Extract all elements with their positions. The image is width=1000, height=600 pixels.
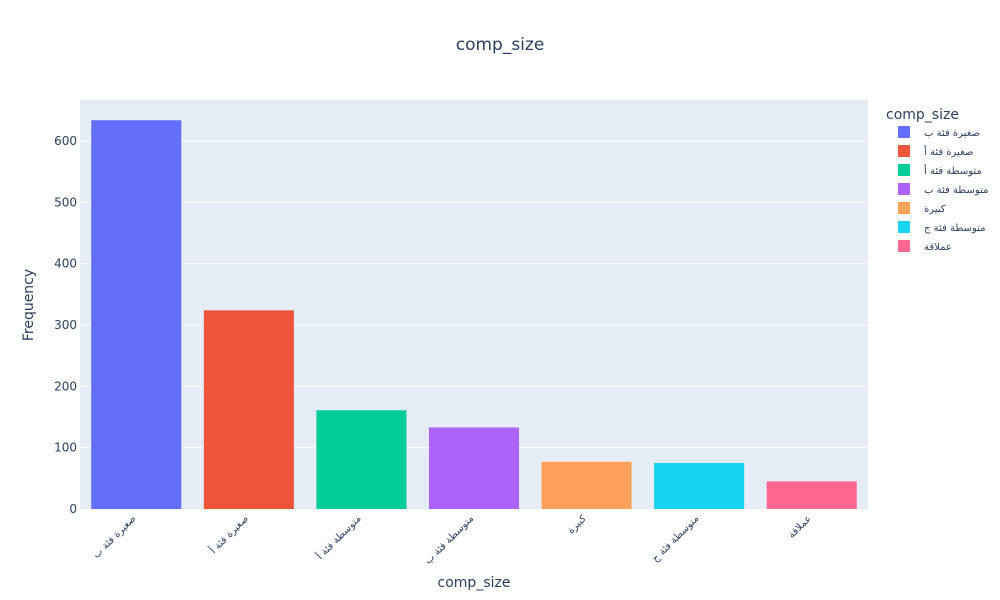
legend-label: كبيرة bbox=[924, 204, 946, 215]
x-axis-ticks: صغيرة فئة ب صغيرة فئة أ متوسطة فئة أ متوسطة… bbox=[91, 512, 814, 567]
legend-swatch bbox=[898, 126, 910, 138]
x-tick-label: كبيرة bbox=[566, 513, 589, 536]
x-tick-label: صغيرة فئة أ bbox=[207, 512, 251, 556]
legend-label: صغيرة فئة أ bbox=[924, 145, 973, 158]
legend-title: comp_size bbox=[886, 107, 959, 123]
y-tick-label: 400 bbox=[54, 257, 77, 271]
legend-label: متوسطة فئة أ bbox=[924, 164, 982, 177]
x-tick-label: عملاقة bbox=[786, 513, 813, 540]
legend-item[interactable]: كبيرة bbox=[898, 202, 946, 215]
x-tick-label: متوسطة فئة ج bbox=[650, 513, 701, 564]
legend-swatch bbox=[898, 221, 910, 233]
legend-item[interactable]: صغيرة فئة أ bbox=[898, 145, 973, 158]
y-tick-label: 600 bbox=[54, 134, 77, 148]
bar[interactable] bbox=[654, 463, 745, 509]
bar[interactable] bbox=[428, 427, 520, 509]
legend-swatch bbox=[898, 183, 910, 195]
bar[interactable] bbox=[541, 461, 632, 509]
legend-item[interactable]: متوسطة فئة ب bbox=[898, 183, 988, 196]
bar[interactable] bbox=[766, 481, 857, 509]
legend-label: متوسطة فئة ب bbox=[924, 185, 988, 196]
legend-item[interactable]: عملاقة bbox=[898, 240, 952, 253]
y-tick-label: 100 bbox=[54, 441, 77, 455]
legend-label: متوسطة فئة ج bbox=[924, 223, 985, 234]
bar[interactable] bbox=[316, 410, 407, 509]
legend-swatch bbox=[898, 145, 910, 157]
bar[interactable] bbox=[203, 310, 294, 509]
legend-swatch bbox=[898, 240, 910, 252]
y-tick-label: 500 bbox=[54, 195, 77, 209]
legend-item[interactable]: متوسطة فئة ج bbox=[898, 221, 985, 234]
bar[interactable] bbox=[91, 120, 182, 509]
legend-items: صغيرة فئة ب صغيرة فئة أ متوسطة فئة أ متوسطة… bbox=[898, 126, 988, 253]
y-tick-label: 300 bbox=[54, 318, 77, 332]
chart-title: comp_size bbox=[456, 35, 545, 55]
y-axis-title: Frequency bbox=[21, 269, 37, 341]
x-tick-label: متوسطة فئة ب bbox=[423, 513, 476, 566]
legend-label: صغيرة فئة ب bbox=[924, 128, 980, 139]
x-axis-title: comp_size bbox=[438, 575, 511, 591]
y-axis-ticks: 0 100 200 300 400 500 600 bbox=[54, 134, 77, 516]
y-tick-label: 200 bbox=[54, 379, 77, 393]
bars bbox=[91, 120, 857, 509]
legend-swatch bbox=[898, 164, 910, 176]
x-tick-label: صغيرة فئة ب bbox=[91, 513, 138, 560]
legend-swatch bbox=[898, 202, 910, 214]
legend-item[interactable]: متوسطة فئة أ bbox=[898, 164, 982, 177]
y-tick-label: 0 bbox=[69, 502, 77, 516]
x-tick-label: متوسطة فئة أ bbox=[313, 512, 363, 562]
legend-label: عملاقة bbox=[924, 242, 952, 253]
legend[interactable]: comp_size صغيرة فئة ب صغيرة فئة أ متوسطة ف… bbox=[886, 107, 988, 253]
legend-item[interactable]: صغيرة فئة ب bbox=[898, 126, 980, 139]
